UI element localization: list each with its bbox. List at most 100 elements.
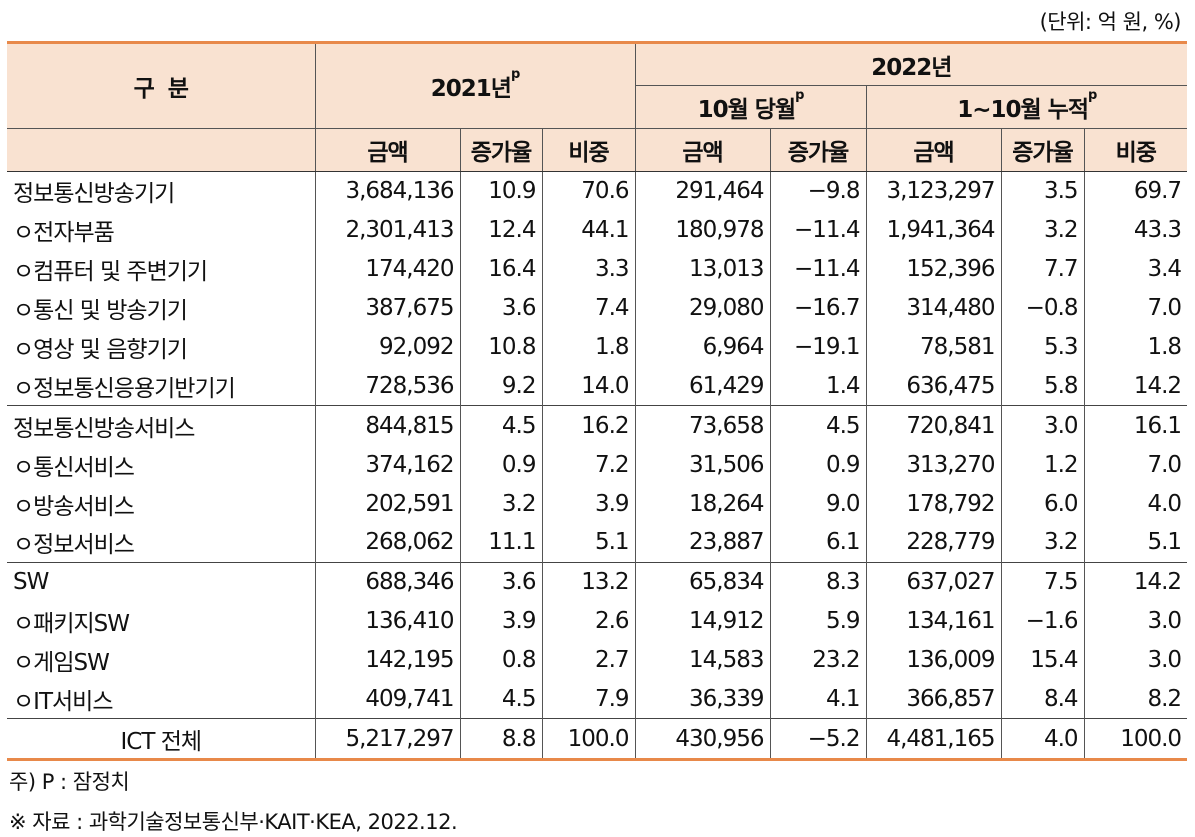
row-label: ㅇIT서비스 [7,679,316,719]
cell-aC: 720,841 [865,405,1002,446]
row-label: 정보통신방송서비스 [7,405,316,446]
cell-sC: 7.0 [1083,445,1188,485]
cell-aM: 61,429 [634,366,771,406]
row-label: ㅇ컴퓨터 및 주변기기 [7,249,316,289]
cell-a21: 2,301,413 [314,210,461,250]
cell-aC: 3,123,297 [865,170,1002,211]
header-growth-month: 증가율 [769,128,867,172]
table-row: ㅇ패키지SW 136,410 3.9 2.6 14,912 5.9 134,161 −1.6 3… [7,601,1188,641]
cell-aC: 366,857 [865,679,1002,719]
cell-g21: 10.8 [459,327,543,367]
cell-gC: −0.8 [1000,288,1085,328]
cell-aM: 430,956 [634,718,771,762]
cell-sC: 4.0 [1083,484,1188,524]
cell-gM: 5.9 [769,601,867,641]
cell-gC: 4.0 [1000,718,1085,762]
cell-sC: 14.2 [1083,561,1188,602]
cell-s21: 7.2 [541,445,636,485]
cell-aM: 6,964 [634,327,771,367]
table-body: 정보통신방송기기 3,684,136 10.9 70.6 291,464 −9.8 3,12… [7,170,1188,762]
cell-gM: 4.5 [769,405,867,446]
cell-aC: 313,270 [865,445,1002,485]
cell-g21: 12.4 [459,210,543,250]
row-label: ㅇ패키지SW [7,601,316,641]
cell-aM: 29,080 [634,288,771,328]
cell-g21: 3.6 [459,288,543,328]
cell-sC: 7.0 [1083,288,1188,328]
header-amount-2021: 금액 [314,128,461,172]
cell-g21: 9.2 [459,366,543,406]
cell-gC: 5.8 [1000,366,1085,406]
row-label: 정보통신방송기기 [7,170,316,211]
provisional-note: 주) P : 잠정치 [9,770,130,794]
row-label: ㅇ정보서비스 [7,523,316,563]
header-share-2021: 비중 [541,128,636,172]
header-year-2022: 2022년 [634,41,1188,86]
row-label: ICT 전체 [7,718,316,762]
row-label: ㅇ통신서비스 [7,445,316,485]
cell-sC: 3.0 [1083,640,1188,680]
cell-aC: 637,027 [865,561,1002,602]
header-amount-cum: 금액 [865,128,1002,172]
cell-sC: 69.7 [1083,170,1188,211]
cell-sC: 3.0 [1083,601,1188,641]
table-row: ICT 전체 5,217,297 8.8 100.0 430,956 −5.2 4,481,… [7,718,1188,762]
cell-sC: 43.3 [1083,210,1188,250]
unit-note: (단위: 억 원, %) [1039,10,1182,34]
table-row: ㅇ영상 및 음향기기 92,092 10.8 1.8 6,964 −19.1 78,581 5… [7,327,1188,367]
cell-gC: 3.5 [1000,170,1085,211]
row-label: ㅇ영상 및 음향기기 [7,327,316,367]
cell-aM: 14,912 [634,601,771,641]
cell-g21: 10.9 [459,170,543,211]
cell-sC: 14.2 [1083,366,1188,406]
cell-gM: −9.8 [769,170,867,211]
header-amount-month: 금액 [634,128,771,172]
cell-gC: 8.4 [1000,679,1085,719]
cell-gC: 7.7 [1000,249,1085,289]
cell-aM: 18,264 [634,484,771,524]
cell-aC: 636,475 [865,366,1002,406]
cell-a21: 728,536 [314,366,461,406]
cell-s21: 70.6 [541,170,636,211]
cell-gC: 3.2 [1000,523,1085,563]
cell-sC: 8.2 [1083,679,1188,719]
cell-aC: 314,480 [865,288,1002,328]
cell-gM: −11.4 [769,249,867,289]
cell-a21: 3,684,136 [314,170,461,211]
cell-aM: 23,887 [634,523,771,563]
cell-s21: 3.9 [541,484,636,524]
cell-a21: 5,217,297 [314,718,461,762]
header-month-current: 10월 당월p [635,85,867,129]
cell-sC: 1.8 [1083,327,1188,367]
cell-aM: 14,583 [634,640,771,680]
table-row: ㅇ전자부품 2,301,413 12.4 44.1 180,978 −11.4 1,941,… [7,210,1188,250]
source-note: ※ 자료 : 과학기술정보통신부·KAIT·KEA, 2022.12. [9,810,458,834]
cell-gM: 6.1 [769,523,867,563]
cell-gM: 0.9 [769,445,867,485]
header-cumulative: 1~10월 누적p [865,85,1188,129]
cell-sC: 3.4 [1083,249,1188,289]
cell-aC: 178,792 [865,484,1002,524]
table-row: ㅇ통신서비스 374,162 0.9 7.2 31,506 0.9 313,270 1.2 7.… [7,445,1188,485]
header-growth-2021: 증가율 [459,128,543,172]
header-growth-cum: 증가율 [1000,128,1085,172]
cell-g21: 4.5 [459,679,543,719]
table-row: ㅇ방송서비스 202,591 3.2 3.9 18,264 9.0 178,792 6.0 4.… [7,484,1188,524]
cell-a21: 844,815 [314,405,461,446]
cell-gM: −5.2 [769,718,867,762]
row-label: ㅇ방송서비스 [7,484,316,524]
cell-aC: 136,009 [865,640,1002,680]
table-row: SW 688,346 3.6 13.2 65,834 8.3 637,027 7.5 14.2 [7,561,1188,602]
cell-a21: 268,062 [314,523,461,563]
header-share-cum: 비중 [1083,128,1188,172]
row-label: ㅇ통신 및 방송기기 [7,288,316,328]
cell-gM: 4.1 [769,679,867,719]
cell-g21: 0.8 [459,640,543,680]
row-label: SW [7,561,316,602]
cell-a21: 92,092 [314,327,461,367]
cell-gM: −11.4 [769,210,867,250]
cell-s21: 7.4 [541,288,636,328]
cell-gC: 15.4 [1000,640,1085,680]
table-row: ㅇ정보통신응용기반기기 728,536 9.2 14.0 61,429 1.4 636,47… [7,366,1188,406]
cell-gC: −1.6 [1000,601,1085,641]
